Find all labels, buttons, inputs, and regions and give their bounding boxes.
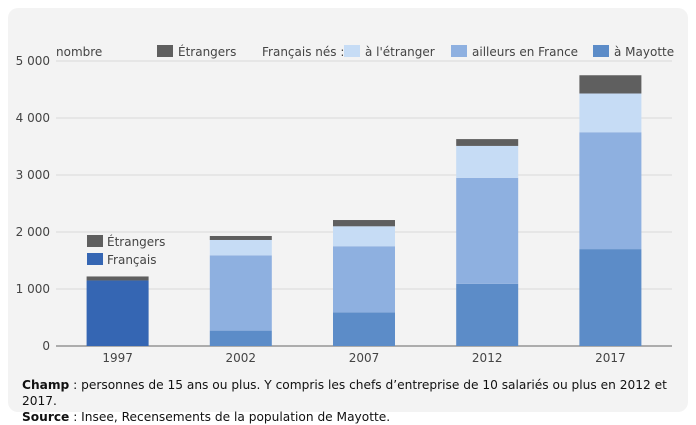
bar-segment-france xyxy=(456,177,519,284)
legend-swatch-a-mayotte xyxy=(593,45,609,57)
bar-segment-francais_1997 xyxy=(86,280,149,346)
legend-label-etrangers: Étrangers xyxy=(178,44,236,59)
legend-swatch-etrangers xyxy=(157,45,173,57)
stacked-bar-chart: 0 1 000 2 000 3 000 4 000 5 000 nombre 1997 2002… xyxy=(16,44,674,365)
bar-segment-mayotte xyxy=(456,283,519,346)
champ-note: Champ : personnes de 15 ans ou plus. Y c… xyxy=(22,378,667,408)
legend-1997-swatch-francais xyxy=(87,253,103,265)
y-tick-label: 1 000 xyxy=(16,282,50,296)
legend-1997-label-etrangers: Étrangers xyxy=(107,234,165,249)
y-axis-label: nombre xyxy=(56,45,102,59)
bar-segment-etranger xyxy=(333,226,395,247)
legend-label-a-mayotte: à Mayotte xyxy=(614,45,674,59)
legend-1997-swatch-etrangers xyxy=(87,235,103,247)
legend-label-a-l-etranger: à l'étranger xyxy=(365,45,435,59)
bar-segment-etrangers xyxy=(333,220,395,227)
legend-swatch-ailleurs-en-france xyxy=(451,45,467,57)
x-tick-label: 1997 xyxy=(102,351,133,365)
y-tick-label: 3 000 xyxy=(16,168,50,182)
x-tick-label: 2017 xyxy=(595,351,626,365)
bar-segment-france xyxy=(579,132,642,250)
bar-segment-mayotte xyxy=(579,249,642,346)
legend-swatch-a-l-etranger xyxy=(344,45,360,57)
legend-label-ailleurs-en-france: ailleurs en France xyxy=(472,45,578,59)
y-tick-label: 0 xyxy=(42,339,50,353)
x-tick-label: 2012 xyxy=(472,351,503,365)
bar-segment-mayotte xyxy=(209,330,272,346)
y-tick-label: 2 000 xyxy=(16,225,50,239)
bar-segment-etranger xyxy=(209,239,272,256)
bar-segment-etrangers xyxy=(209,235,272,240)
bar-segment-etranger xyxy=(579,93,642,133)
legend-1997-label-francais: Français xyxy=(107,253,156,267)
source-note: Source : Insee, Recensements de la popul… xyxy=(22,410,391,424)
bar-segment-mayotte xyxy=(333,312,395,346)
bar-segment-etranger xyxy=(456,145,519,178)
y-tick-label: 5 000 xyxy=(16,54,50,68)
bar-segment-france xyxy=(333,246,395,313)
y-tick-label: 4 000 xyxy=(16,111,50,125)
bar-segment-etrangers xyxy=(456,139,519,146)
x-tick-label: 2007 xyxy=(349,351,380,365)
bar-segment-etrangers xyxy=(86,276,149,281)
bar-segment-france xyxy=(209,255,272,331)
chart-notes: Champ : personnes de 15 ans ou plus. Y c… xyxy=(22,377,682,425)
x-tick-label: 2002 xyxy=(226,351,257,365)
bar-segment-etrangers xyxy=(579,75,642,94)
legend-group-label: Français nés : xyxy=(262,45,344,59)
